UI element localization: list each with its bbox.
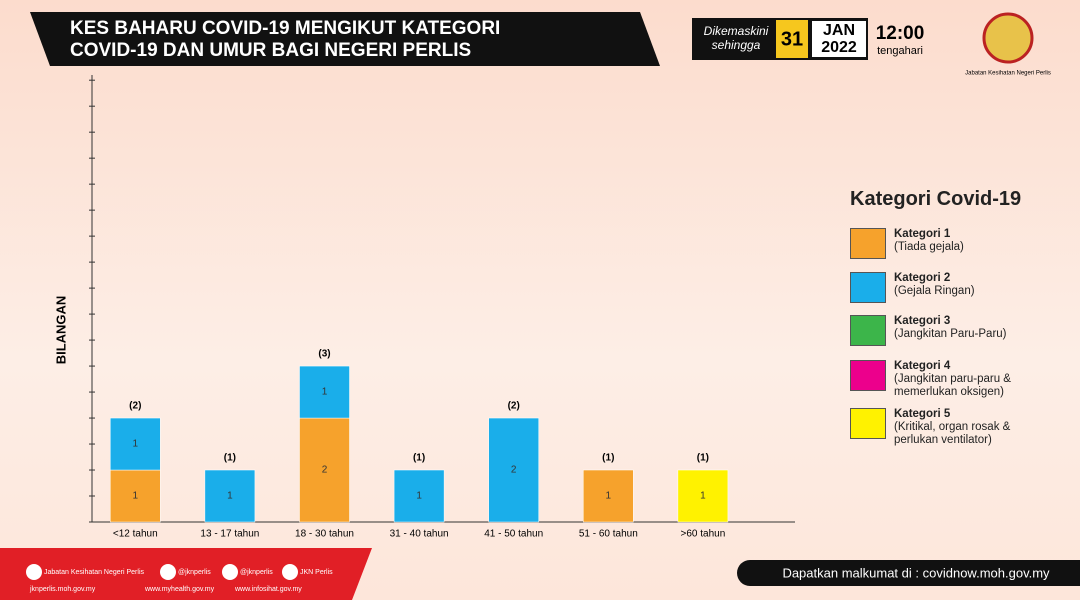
total-label: (1) [697, 453, 709, 464]
month-box [812, 21, 866, 57]
year: 2022 [821, 39, 857, 56]
legend-desc: (Gejala Ringan) [894, 285, 975, 297]
x-tick-label: 31 - 40 tahun [390, 529, 449, 540]
bar-segment [110, 469, 161, 523]
bar-segment [488, 417, 539, 523]
time: 12:00 [876, 23, 925, 44]
social-handle: @jknperlis [178, 569, 211, 576]
legend-item: Kategori 3 (Jangkitan Paru-Paru) [850, 315, 1080, 355]
site: www.myhealth.gov.my [144, 586, 215, 593]
total-label: (2) [508, 401, 520, 412]
segment-label: 2 [511, 465, 517, 476]
title: COVID-19 DAN UMUR BAGI NEGERI PERLIS [70, 40, 471, 61]
x-tick-label: 18 - 30 tahun [295, 529, 354, 540]
social-icon [160, 564, 176, 580]
y-axis-label: BILANGAN [53, 296, 68, 365]
total-label: (1) [413, 453, 425, 464]
legend-item: Kategori 1 (Tiada gejala) [850, 228, 1080, 268]
day-box [776, 20, 808, 58]
logo [982, 12, 1034, 64]
legend-swatch [850, 228, 886, 259]
legend-item: Kategori 5 (Kritikal, organ rosak & perlu… [850, 408, 1080, 448]
legend-name: Kategori 3 [894, 315, 951, 327]
legend-desc: (Kritikal, organ rosak & perlukan ventil… [894, 421, 1011, 446]
legend-swatch [850, 408, 886, 439]
segment-label: 2 [322, 465, 328, 476]
social-icon [222, 564, 238, 580]
segment-label: 1 [606, 491, 612, 502]
legend-name: Kategori 5 [894, 408, 951, 420]
updated: Dikemaskini [704, 24, 769, 38]
legend-desc: (Jangkitan Paru-Paru) [894, 328, 1007, 340]
x-tick-label: >60 tahun [681, 529, 726, 540]
bar-segment [677, 469, 729, 523]
segment-label: 1 [133, 491, 139, 502]
site: jknperlis.moh.gov.my [29, 586, 96, 593]
legend-text: Kategori 1 (Tiada gejala) [894, 228, 1044, 254]
legend-text: Kategori 5 (Kritikal, organ rosak & perlu… [894, 408, 1044, 447]
agency: Jabatan Kesihatan Negeri Perlis [965, 71, 1051, 77]
day: 31 [781, 28, 803, 50]
updated: sehingga [712, 38, 761, 52]
footer-right [737, 560, 1080, 586]
bar-segment [393, 469, 445, 523]
legend-item: Kategori 4 (Jangkitan paru-paru & memerlu… [850, 360, 1080, 400]
bar-segment [583, 469, 634, 523]
bar-segment [204, 469, 256, 523]
bar-segment [299, 417, 350, 523]
social-icon [282, 564, 298, 580]
title-box [30, 12, 660, 66]
segment-label: 1 [227, 491, 233, 502]
social-icon [26, 564, 42, 580]
legend-desc: (Tiada gejala) [894, 241, 964, 253]
month: JAN [823, 22, 855, 39]
total-label: (3) [318, 349, 330, 360]
x-tick-label: 13 - 17 tahun [200, 529, 259, 540]
site: www.infosihat.gov.my [234, 586, 302, 593]
social-handle: JKN Perlis [300, 569, 333, 576]
legend-desc: (Jangkitan paru-paru & memerlukan oksige… [894, 373, 1011, 398]
legend-swatch [850, 360, 886, 391]
social-handle: @jknperlis [240, 569, 273, 576]
total-label: (1) [224, 453, 236, 464]
time-note: tengahari [877, 45, 923, 57]
legend-name: Kategori 2 [894, 272, 951, 284]
bar-segment [110, 417, 161, 471]
segment-label: 1 [322, 387, 328, 398]
x-tick-label: 51 - 60 tahun [579, 529, 638, 540]
legend-text: Kategori 3 (Jangkitan Paru-Paru) [894, 315, 1044, 341]
x-tick-label: 41 - 50 tahun [484, 529, 543, 540]
total-label: (2) [129, 401, 141, 412]
x-tick-label: <12 tahun [113, 529, 158, 540]
total-label: (1) [602, 453, 614, 464]
legend-name: Kategori 1 [894, 228, 951, 240]
segment-label: 1 [700, 491, 706, 502]
bar-segment [299, 365, 350, 419]
legend-title: Kategori Covid-19 [850, 188, 1022, 210]
footer-left [0, 548, 372, 600]
legend-text: Kategori 4 (Jangkitan paru-paru & memerlu… [894, 360, 1044, 399]
title: KES BAHARU COVID-19 MENGIKUT KATEGORI [70, 18, 500, 39]
segment-label: 1 [416, 491, 422, 502]
legend-swatch [850, 315, 886, 346]
social-handle: Jabatan Kesihatan Negeri Perlis [44, 569, 145, 576]
legend-swatch [850, 272, 886, 303]
legend-item: Kategori 2 (Gejala Ringan) [850, 272, 1080, 312]
segment-label: 1 [133, 439, 139, 450]
legend-text: Kategori 2 (Gejala Ringan) [894, 272, 1044, 298]
legend-name: Kategori 4 [894, 360, 951, 372]
footer-info: Dapatkan malkumat di : covidnow.moh.gov.… [782, 565, 1050, 580]
